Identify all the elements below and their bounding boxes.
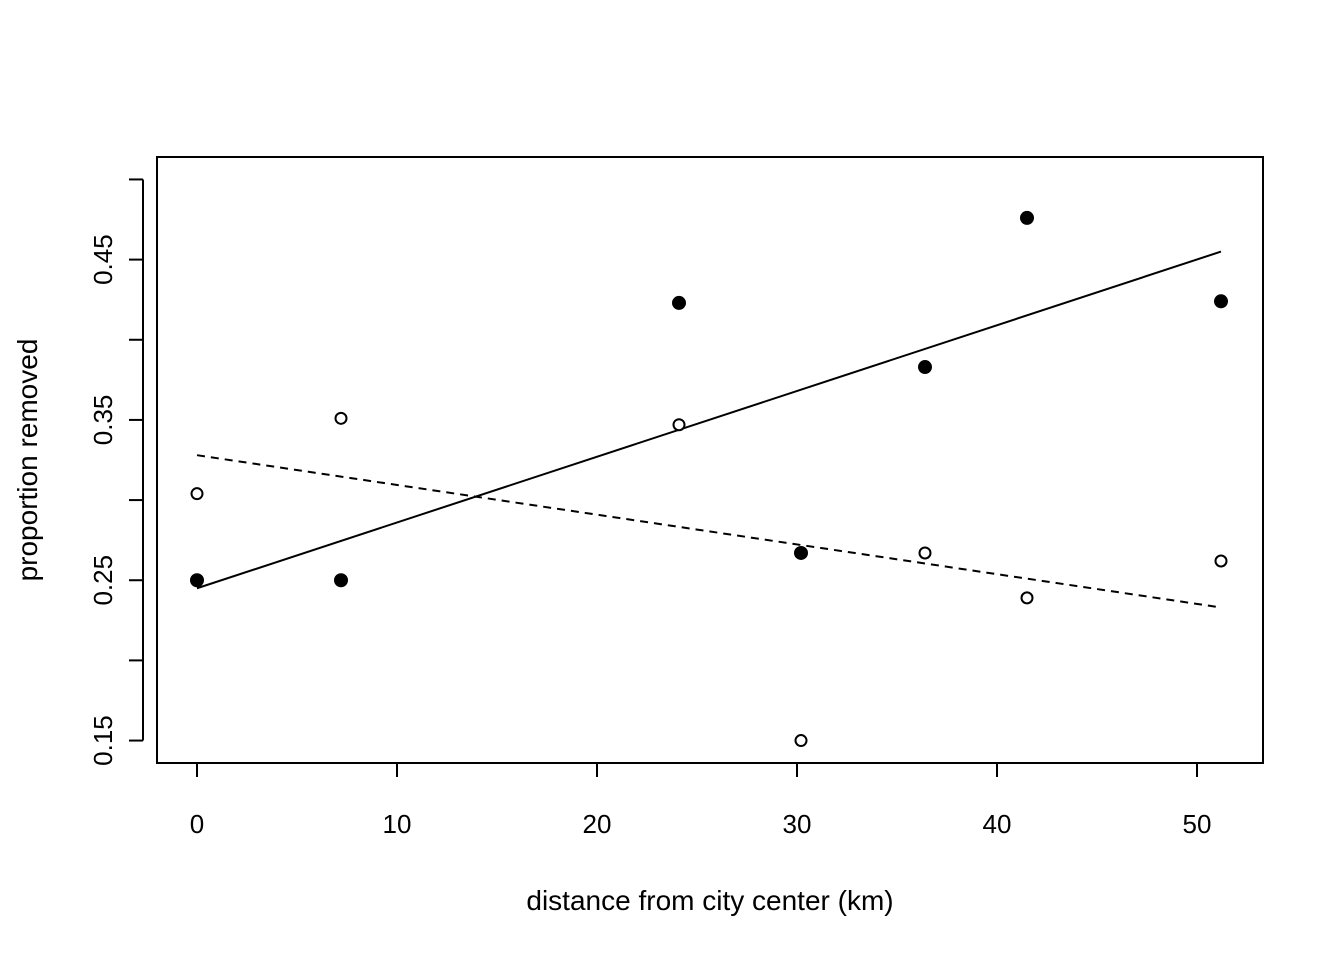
y-axis-title: proportion removed (12, 339, 43, 582)
y-tick-label: 0.35 (88, 395, 118, 446)
filled-data-point (672, 295, 686, 310)
filled-data-point (1020, 210, 1034, 225)
fit-lines (196, 250, 1222, 609)
y-axis: 0.15 0.25 0.35 0.45 (88, 178, 144, 766)
y-tick-label: 0.45 (88, 234, 118, 285)
x-tick-label: 10 (383, 809, 412, 839)
filled-data-point (190, 573, 204, 588)
data-points (190, 210, 1228, 748)
y-tick-label: 0.15 (88, 715, 118, 766)
open-data-point (190, 487, 204, 501)
x-tick-label: 20 (583, 809, 612, 839)
x-tick-label: 0 (190, 809, 204, 839)
open-data-point (794, 734, 808, 748)
filled-data-point (918, 360, 932, 375)
x-axis: 0 10 20 30 40 50 (190, 762, 1212, 839)
x-axis-title: distance from city center (km) (526, 885, 893, 916)
plot-frame (156, 156, 1264, 764)
x-tick-label: 40 (983, 809, 1012, 839)
x-tick-label: 50 (1183, 809, 1212, 839)
filled-data-point (1214, 294, 1228, 309)
filled-data-point (794, 545, 808, 560)
open-data-point (672, 418, 686, 432)
filled-data-point (334, 573, 348, 588)
open-data-point (334, 411, 348, 425)
dashed-fit-line (196, 454, 1222, 609)
solid-fit-line (196, 250, 1222, 590)
open-data-point (918, 546, 932, 560)
open-data-point (1214, 554, 1228, 568)
x-tick-label: 30 (783, 809, 812, 839)
y-tick-label: 0.25 (88, 555, 118, 606)
open-data-point (1020, 591, 1034, 605)
